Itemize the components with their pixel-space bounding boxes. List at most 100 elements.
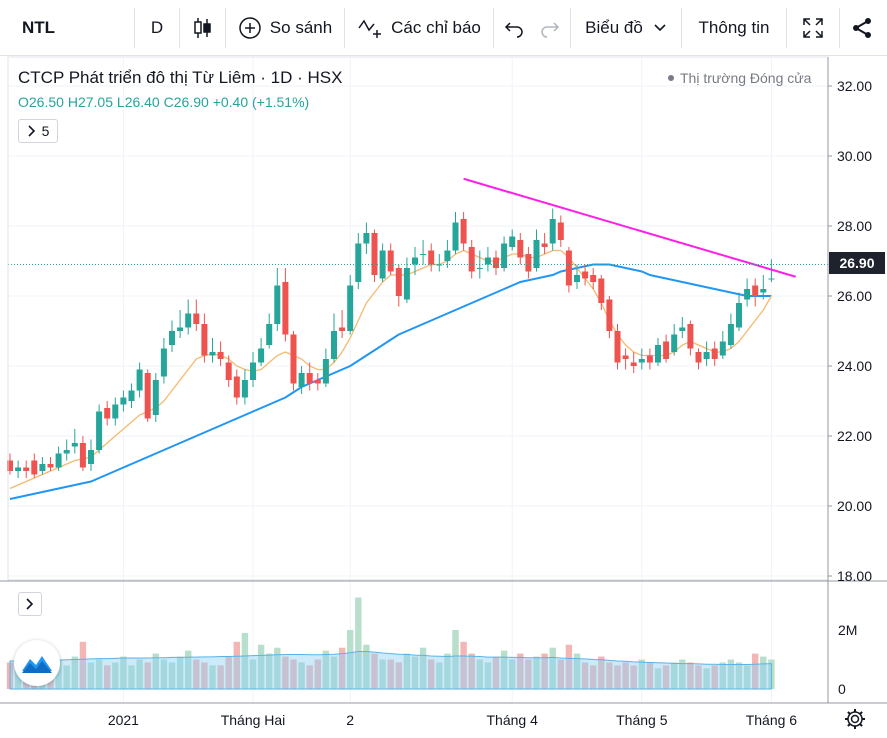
symbol-search[interactable]: NTL xyxy=(22,18,56,37)
volume-pane-toggle-button[interactable] xyxy=(18,592,42,616)
volume-bar xyxy=(727,659,735,689)
volume-bar xyxy=(695,665,702,689)
volume-bar xyxy=(87,662,95,689)
volume-bar xyxy=(541,653,548,689)
market-status: Thị trường Đóng cửa xyxy=(668,70,811,86)
fullscreen-button[interactable] xyxy=(787,0,839,56)
tradingview-logo[interactable] xyxy=(14,640,60,686)
candle-body xyxy=(88,450,94,464)
candle-body xyxy=(71,443,78,447)
volume-bar xyxy=(71,656,78,689)
volume-bar xyxy=(79,641,87,689)
volume-bar xyxy=(379,659,386,689)
settings-button[interactable] xyxy=(840,705,870,733)
volume-bar xyxy=(403,653,411,689)
candles-icon xyxy=(194,18,211,38)
volume-bar xyxy=(662,665,670,689)
redo-icon xyxy=(541,22,560,38)
candle-body xyxy=(484,257,491,265)
share-button[interactable] xyxy=(840,0,884,56)
volume-bar xyxy=(274,647,281,689)
undo-button[interactable] xyxy=(496,0,532,56)
candle-body xyxy=(298,373,305,387)
candle-body xyxy=(695,352,702,363)
volume-bar xyxy=(338,647,346,689)
candle-body xyxy=(136,369,143,391)
low-key: L xyxy=(116,94,125,110)
candle-body xyxy=(55,453,62,468)
trendline xyxy=(463,177,796,278)
toolbar-divider xyxy=(344,8,345,48)
volume-bar xyxy=(638,659,645,689)
candle-body xyxy=(379,250,386,279)
volume-bar xyxy=(411,656,419,689)
current-price-tag: 26.90 xyxy=(829,252,885,274)
candle-body xyxy=(193,313,200,324)
time-axis-label: Tháng 4 xyxy=(487,712,539,728)
candle-body xyxy=(160,348,167,377)
chart-type-button[interactable] xyxy=(180,0,224,56)
indicators-toggle-button[interactable]: 5 xyxy=(18,119,58,143)
candle-body xyxy=(760,289,767,293)
candle-body xyxy=(428,250,435,265)
redo-button[interactable] xyxy=(532,0,568,56)
toolbar-divider xyxy=(493,8,494,48)
chevron-right-icon xyxy=(28,125,35,137)
time-axis-label: Tháng Hai xyxy=(221,712,286,728)
volume-bar xyxy=(760,656,767,689)
volume-bar xyxy=(460,641,467,689)
compare-button[interactable]: So sánh xyxy=(226,0,344,56)
candle-body xyxy=(185,313,192,328)
indicators-button[interactable]: Các chỉ báo xyxy=(345,0,493,56)
high-key: H xyxy=(67,94,78,110)
top-toolbar: NTL D So sánh Các chỉ báo xyxy=(0,0,887,56)
volume-bar xyxy=(492,656,500,689)
time-axis-label: 2021 xyxy=(108,712,139,728)
volume-bar xyxy=(355,597,362,689)
chart-menu-button[interactable]: Biểu đồ xyxy=(571,0,681,56)
volume-bar xyxy=(525,659,532,689)
volume-bar xyxy=(136,659,143,689)
candle-body xyxy=(266,324,273,345)
interval-button[interactable]: D xyxy=(150,18,164,37)
volume-bar xyxy=(752,653,759,689)
toolbar-divider xyxy=(225,8,226,48)
volume-bar xyxy=(95,659,103,689)
candle-body xyxy=(241,380,248,398)
volume-bar xyxy=(290,659,297,689)
candle-body xyxy=(152,380,159,415)
ma-slow-line xyxy=(9,263,772,500)
candle-body xyxy=(331,331,337,359)
volume-bar xyxy=(55,659,62,689)
candle-body xyxy=(671,334,678,352)
volume-bar xyxy=(549,647,556,689)
candle-body xyxy=(606,299,613,331)
candle-body xyxy=(565,250,572,286)
indicator-count: 5 xyxy=(41,123,50,139)
candle-body xyxy=(711,348,718,359)
volume-axis-label: 0 xyxy=(838,681,846,697)
volume-bar xyxy=(703,668,710,689)
candle-body xyxy=(468,247,475,272)
volume-bar xyxy=(185,650,192,689)
candle-body xyxy=(525,254,532,272)
volume-bar xyxy=(176,656,184,689)
close-key: C xyxy=(163,94,174,110)
open-value: 26.50 xyxy=(28,94,64,110)
candle-body xyxy=(517,240,524,258)
candle-body xyxy=(169,331,175,345)
candle-body xyxy=(768,278,775,280)
time-axis-label: Tháng 5 xyxy=(616,712,668,728)
candle-body xyxy=(371,233,378,275)
volume-bar xyxy=(590,665,597,689)
candle-body xyxy=(727,324,734,345)
volume-bar xyxy=(614,665,621,689)
candle-body xyxy=(290,334,297,384)
price-axis-label: 26.00 xyxy=(837,288,872,304)
info-button[interactable]: Thông tin xyxy=(698,18,770,37)
open-key: O xyxy=(18,94,29,110)
volume-bar xyxy=(257,644,265,689)
ohlc-legend: O26.50 H27.05 L26.40 C26.90 +0.40 (+1.51… xyxy=(18,94,309,110)
candle-body xyxy=(209,352,216,356)
